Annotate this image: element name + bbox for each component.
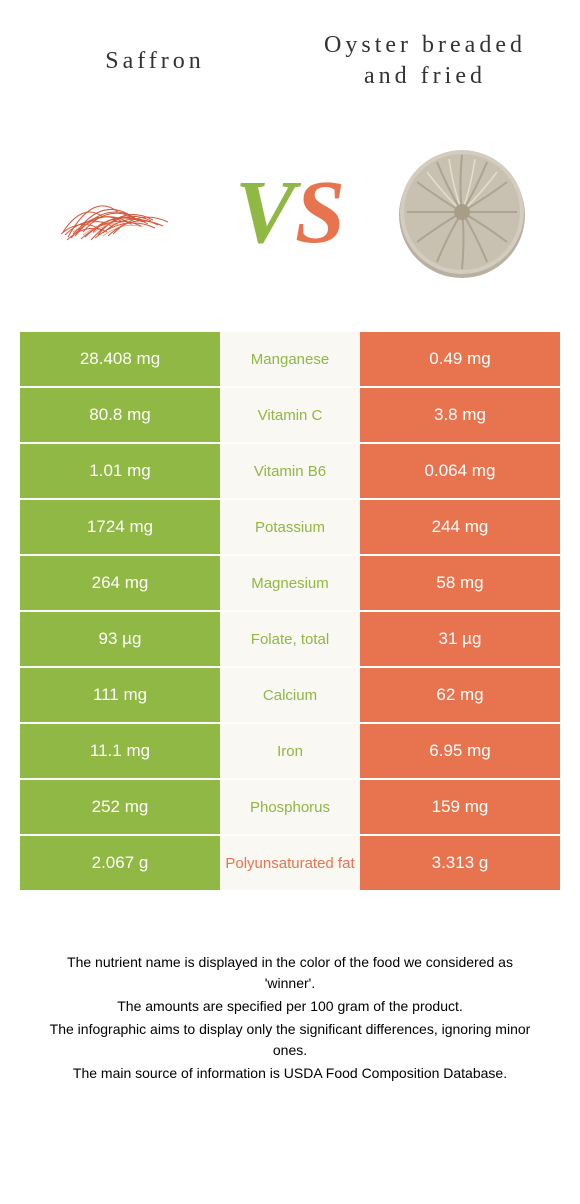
table-row: 1.01 mgVitamin B60.064 mg — [20, 444, 560, 500]
right-value: 62 mg — [360, 668, 560, 722]
right-value: 6.95 mg — [360, 724, 560, 778]
footer-line-1: The nutrient name is displayed in the co… — [40, 952, 540, 994]
nutrient-name: Calcium — [220, 668, 360, 722]
right-value: 0.49 mg — [360, 332, 560, 386]
vs-separator: VS — [235, 161, 345, 264]
header-titles: Saffron Oyster breaded and fried — [20, 30, 560, 92]
left-value: 111 mg — [20, 668, 220, 722]
nutrient-name: Manganese — [220, 332, 360, 386]
left-value: 28.408 mg — [20, 332, 220, 386]
left-value: 1.01 mg — [20, 444, 220, 498]
nutrient-table: 28.408 mgManganese0.49 mg80.8 mgVitamin … — [20, 332, 560, 892]
right-title: Oyster breaded and fried — [304, 30, 547, 92]
vs-v: V — [235, 163, 295, 262]
nutrient-name: Magnesium — [220, 556, 360, 610]
right-value: 0.064 mg — [360, 444, 560, 498]
right-value: 3.313 g — [360, 836, 560, 890]
table-row: 1724 mgPotassium244 mg — [20, 500, 560, 556]
left-value: 2.067 g — [20, 836, 220, 890]
right-value: 31 µg — [360, 612, 560, 666]
right-value: 3.8 mg — [360, 388, 560, 442]
footer-line-4: The main source of information is USDA F… — [40, 1063, 540, 1084]
left-value: 252 mg — [20, 780, 220, 834]
nutrient-name: Folate, total — [220, 612, 360, 666]
table-row: 93 µgFolate, total31 µg — [20, 612, 560, 668]
nutrient-name: Polyunsaturated fat — [220, 836, 360, 890]
left-title: Saffron — [34, 46, 277, 77]
right-value: 58 mg — [360, 556, 560, 610]
left-value: 93 µg — [20, 612, 220, 666]
right-value: 159 mg — [360, 780, 560, 834]
table-row: 111 mgCalcium62 mg — [20, 668, 560, 724]
nutrient-name: Vitamin B6 — [220, 444, 360, 498]
nutrient-name: Vitamin C — [220, 388, 360, 442]
table-row: 2.067 gPolyunsaturated fat3.313 g — [20, 836, 560, 892]
left-value: 1724 mg — [20, 500, 220, 554]
nutrient-name: Potassium — [220, 500, 360, 554]
nutrient-name: Phosphorus — [220, 780, 360, 834]
vs-s: S — [295, 163, 345, 262]
comparison-images: VS — [20, 122, 560, 302]
oyster-image — [382, 132, 542, 292]
saffron-image — [38, 132, 198, 292]
footer-line-2: The amounts are specified per 100 gram o… — [40, 996, 540, 1017]
footer-notes: The nutrient name is displayed in the co… — [20, 952, 560, 1084]
left-value: 11.1 mg — [20, 724, 220, 778]
table-row: 28.408 mgManganese0.49 mg — [20, 332, 560, 388]
nutrient-name: Iron — [220, 724, 360, 778]
table-row: 264 mgMagnesium58 mg — [20, 556, 560, 612]
left-value: 80.8 mg — [20, 388, 220, 442]
right-value: 244 mg — [360, 500, 560, 554]
table-row: 252 mgPhosphorus159 mg — [20, 780, 560, 836]
table-row: 80.8 mgVitamin C3.8 mg — [20, 388, 560, 444]
table-row: 11.1 mgIron6.95 mg — [20, 724, 560, 780]
left-value: 264 mg — [20, 556, 220, 610]
footer-line-3: The infographic aims to display only the… — [40, 1019, 540, 1061]
